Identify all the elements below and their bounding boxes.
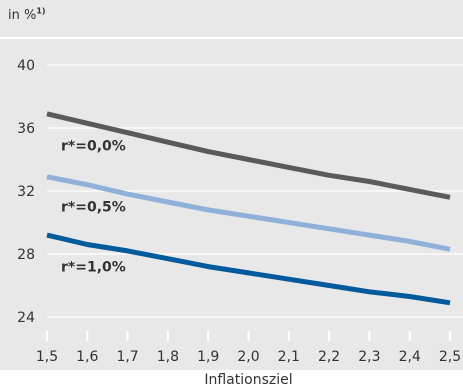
y-axis-tick-labels: 24 28 32 36 40: [17, 58, 35, 326]
y-tick-label: 32: [17, 184, 35, 200]
y-tick-label: 24: [17, 310, 35, 326]
series-line: [46, 174, 451, 252]
plot-background: [0, 39, 463, 370]
x-tick-label: 1,9: [197, 349, 219, 365]
x-tick-label: 1,5: [36, 349, 58, 365]
y-tick-label: 36: [17, 121, 35, 137]
x-tick-label: 2,3: [358, 349, 380, 365]
series-lines: [46, 111, 451, 306]
x-axis-ticks: 1,5 1,6 1,7 1,8 1,9 2,0 2,1 2,2 2,3 2,4 2,5: [36, 331, 461, 365]
series-line: [46, 232, 451, 306]
x-tick-label: 2,2: [318, 349, 340, 365]
y-tick-label: 28: [17, 247, 35, 263]
x-tick-label: 2,4: [399, 349, 421, 365]
series-labels: r*=0,0% r*=0,5% r*=1,0%: [61, 138, 126, 275]
unit-text: in %: [8, 8, 37, 23]
unit-label: in %1): [8, 6, 46, 23]
series-line: [46, 111, 451, 200]
x-tick-label: 1,7: [116, 349, 138, 365]
y-tick-label: 40: [17, 58, 35, 74]
unit-footnote: 1): [36, 6, 46, 16]
series-label: r*=0,5%: [61, 200, 126, 216]
x-tick-label: 1,6: [76, 349, 98, 365]
x-tick-label: 2,0: [237, 349, 259, 365]
series-label: r*=1,0%: [61, 260, 126, 276]
x-axis-title: Inflationsziel: [204, 372, 292, 388]
series-label: r*=0,0%: [61, 138, 126, 154]
unit-header-band: [0, 0, 463, 37]
x-tick-label: 2,1: [278, 349, 300, 365]
x-tick-label: 2,5: [439, 349, 461, 365]
x-tick-label: 1,8: [157, 349, 179, 365]
